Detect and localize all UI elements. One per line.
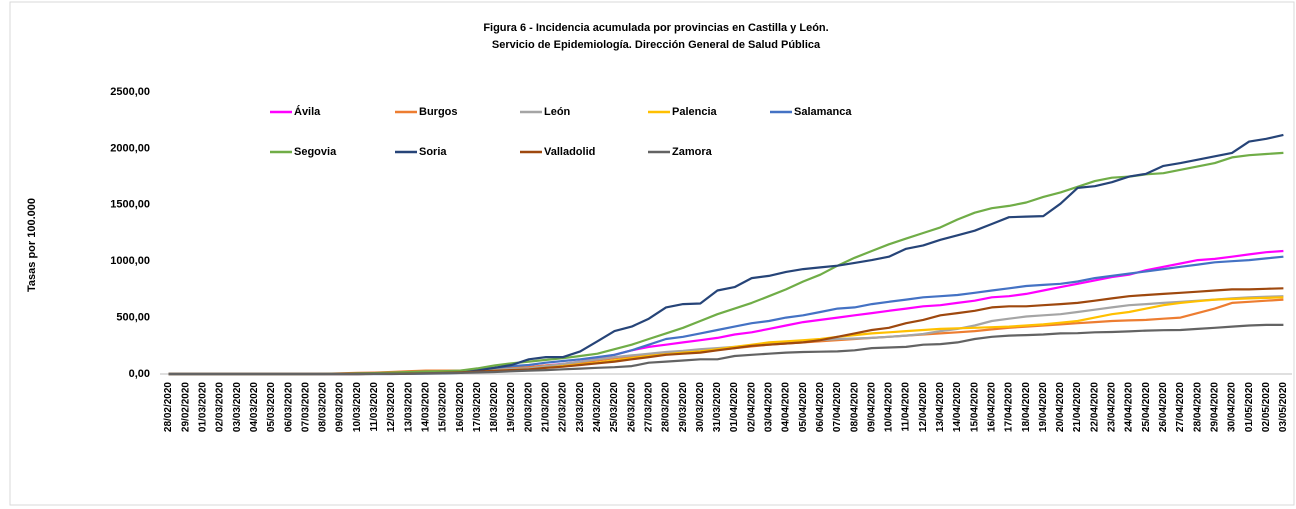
x-tick-label: 06/04/2020 xyxy=(815,382,826,432)
x-tick-label: 02/04/2020 xyxy=(746,382,757,432)
x-tick-label: 26/03/2020 xyxy=(626,382,637,432)
x-tick-label: 17/04/2020 xyxy=(1004,382,1015,432)
y-tick-label: 1000,00 xyxy=(110,255,150,267)
legend-label: Segovia xyxy=(294,146,337,158)
series-line xyxy=(168,323,1284,376)
x-tick-label: 25/03/2020 xyxy=(609,382,620,432)
x-tick-label: 23/04/2020 xyxy=(1107,382,1118,432)
x-tick-label: 19/04/2020 xyxy=(1038,382,1049,432)
x-tick-label: 14/03/2020 xyxy=(420,382,431,432)
legend-label: Burgos xyxy=(419,106,458,118)
x-tick-label: 25/04/2020 xyxy=(1141,382,1152,432)
x-tick-label: 20/03/2020 xyxy=(523,382,534,432)
y-tick-label: 1500,00 xyxy=(110,199,150,211)
x-tick-label: 28/04/2020 xyxy=(1192,382,1203,432)
legend-label: Soria xyxy=(419,146,447,158)
x-tick-label: 13/04/2020 xyxy=(935,382,946,432)
x-tick-label: 24/04/2020 xyxy=(1124,382,1135,432)
x-tick-label: 16/03/2020 xyxy=(455,382,466,432)
x-tick-label: 28/02/2020 xyxy=(163,382,174,432)
x-tick-label: 05/03/2020 xyxy=(266,382,277,432)
x-tick-label: 03/04/2020 xyxy=(764,382,775,432)
x-tick-label: 29/02/2020 xyxy=(180,382,191,432)
x-tick-label: 24/03/2020 xyxy=(592,382,603,432)
x-tick-label: 30/03/2020 xyxy=(695,382,706,432)
x-tick-label: 18/04/2020 xyxy=(1021,382,1032,432)
legend-label: Zamora xyxy=(672,146,713,158)
legend-label: Salamanca xyxy=(794,106,852,118)
x-tick-label: 21/03/2020 xyxy=(541,382,552,432)
x-tick-label: 27/03/2020 xyxy=(643,382,654,432)
x-tick-label: 10/03/2020 xyxy=(352,382,363,432)
x-tick-label: 04/04/2020 xyxy=(781,382,792,432)
x-tick-label: 08/04/2020 xyxy=(849,382,860,432)
x-tick-label: 12/04/2020 xyxy=(918,382,929,432)
chart-subtitle: Servicio de Epidemiología. Dirección Gen… xyxy=(492,39,821,51)
x-tick-label: 28/03/2020 xyxy=(661,382,672,432)
x-tick-label: 13/03/2020 xyxy=(403,382,414,432)
legend-label: Valladolid xyxy=(544,146,595,158)
x-tick-label: 03/05/2020 xyxy=(1278,382,1289,432)
x-tick-label: 02/03/2020 xyxy=(215,382,226,432)
y-tick-label: 0,00 xyxy=(129,368,150,380)
x-tick-label: 15/04/2020 xyxy=(969,382,980,432)
x-tick-label: 01/03/2020 xyxy=(198,382,209,432)
legend-label: León xyxy=(544,106,571,118)
x-tick-label: 15/03/2020 xyxy=(438,382,449,432)
y-tick-label: 2000,00 xyxy=(110,142,150,154)
x-tick-label: 19/03/2020 xyxy=(506,382,517,432)
x-tick-label: 23/03/2020 xyxy=(575,382,586,432)
x-tick-label: 05/04/2020 xyxy=(798,382,809,432)
chart-frame xyxy=(9,1,1295,506)
x-tick-label: 01/05/2020 xyxy=(1244,382,1255,432)
x-tick-label: 03/03/2020 xyxy=(232,382,243,432)
x-tick-label: 29/03/2020 xyxy=(678,382,689,432)
x-tick-label: 11/04/2020 xyxy=(901,382,912,432)
x-tick-label: 26/04/2020 xyxy=(1158,382,1169,432)
x-tick-label: 07/04/2020 xyxy=(832,382,843,432)
x-tick-label: 04/03/2020 xyxy=(249,382,260,432)
x-tick-label: 27/04/2020 xyxy=(1175,382,1186,432)
y-axis-label: Tasas por 100.000 xyxy=(26,198,38,292)
x-tick-label: 06/03/2020 xyxy=(283,382,294,432)
x-tick-label: 29/04/2020 xyxy=(1209,382,1220,432)
x-tick-label: 11/03/2020 xyxy=(369,382,380,432)
x-tick-label: 09/04/2020 xyxy=(866,382,877,432)
x-tick-label: 30/04/2020 xyxy=(1227,382,1238,432)
x-tick-label: 14/04/2020 xyxy=(952,382,963,432)
x-tick-label: 17/03/2020 xyxy=(472,382,483,432)
x-tick-label: 20/04/2020 xyxy=(1055,382,1066,432)
x-tick-label: 10/04/2020 xyxy=(884,382,895,432)
x-tick-label: 08/03/2020 xyxy=(318,382,329,432)
legend-label: Palencia xyxy=(672,106,718,118)
x-tick-label: 21/04/2020 xyxy=(1072,382,1083,432)
x-tick-label: 31/03/2020 xyxy=(712,382,723,432)
x-tick-label: 01/04/2020 xyxy=(729,382,740,432)
x-tick-label: 02/05/2020 xyxy=(1261,382,1272,432)
x-tick-label: 22/03/2020 xyxy=(558,382,569,432)
legend-label: Ávila xyxy=(294,105,321,118)
y-tick-label: 500,00 xyxy=(116,312,150,324)
y-tick-label: 2500,00 xyxy=(110,86,150,98)
chart-title: Figura 6 - Incidencia acumulada por prov… xyxy=(483,22,828,34)
x-tick-label: 16/04/2020 xyxy=(986,382,997,432)
x-tick-label: 07/03/2020 xyxy=(300,382,311,432)
x-tick-label: 09/03/2020 xyxy=(335,382,346,432)
x-tick-label: 12/03/2020 xyxy=(386,382,397,432)
x-tick-label: 18/03/2020 xyxy=(489,382,500,432)
x-tick-label: 22/04/2020 xyxy=(1089,382,1100,432)
